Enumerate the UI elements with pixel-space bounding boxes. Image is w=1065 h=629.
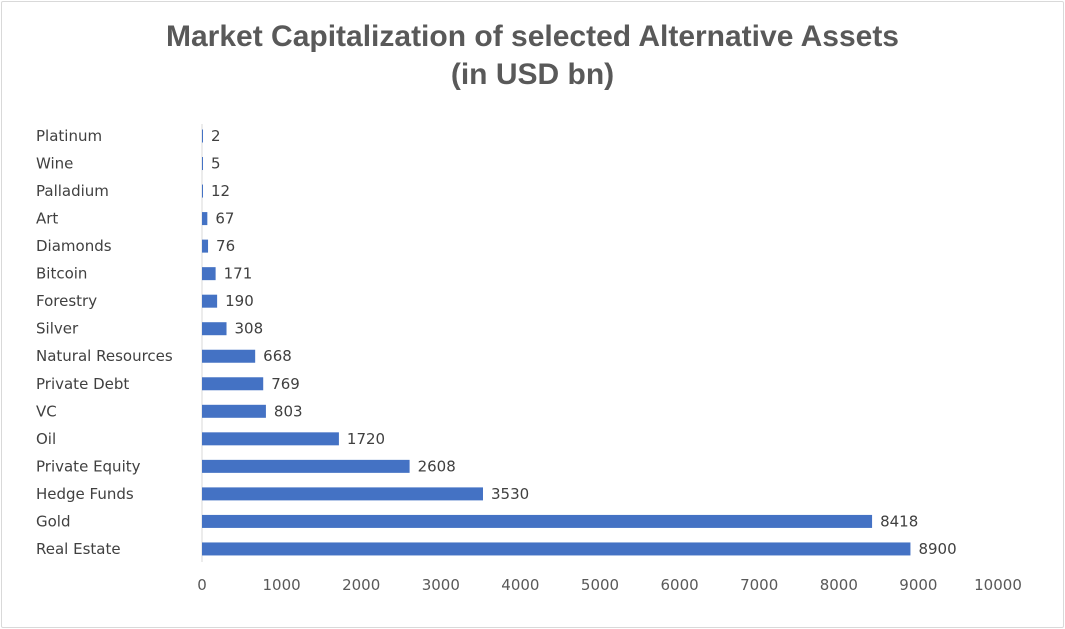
x-tick-label-1000: 1000 — [263, 576, 301, 594]
bar-platinum — [202, 129, 203, 143]
data-label-diamonds: 76 — [216, 237, 235, 255]
category-label-gold: Gold — [36, 512, 71, 530]
data-label-natural-resources: 668 — [263, 347, 292, 365]
category-label-silver: Silver — [36, 320, 79, 338]
data-label-private-equity: 2608 — [418, 457, 456, 475]
x-tick-label-10000: 10000 — [974, 576, 1022, 594]
bar-forestry — [202, 294, 218, 308]
data-label-wine: 5 — [211, 155, 221, 173]
bar-oil — [202, 432, 339, 446]
x-tick-label-7000: 7000 — [740, 576, 778, 594]
x-tick-label-3000: 3000 — [422, 576, 460, 594]
x-tick-label-8000: 8000 — [820, 576, 858, 594]
data-label-vc: 803 — [274, 402, 303, 420]
data-label-art: 67 — [215, 210, 234, 228]
category-label-forestry: Forestry — [36, 292, 97, 310]
data-label-bitcoin: 171 — [224, 265, 253, 283]
data-label-private-debt: 769 — [271, 375, 300, 393]
bar-diamonds — [202, 239, 209, 253]
category-label-palladium: Palladium — [36, 182, 109, 200]
data-label-silver: 308 — [235, 320, 264, 338]
x-tick-label-0: 0 — [197, 576, 207, 594]
category-label-private-equity: Private Equity — [36, 457, 141, 475]
bar-palladium — [202, 184, 203, 198]
category-label-vc: VC — [36, 402, 57, 420]
category-label-bitcoin: Bitcoin — [36, 265, 87, 283]
category-label-hedge-funds: Hedge Funds — [36, 485, 134, 503]
x-tick-label-2000: 2000 — [342, 576, 380, 594]
data-label-palladium: 12 — [211, 182, 230, 200]
x-tick-label-9000: 9000 — [899, 576, 937, 594]
data-label-hedge-funds: 3530 — [491, 485, 529, 503]
bar-real-estate — [202, 542, 911, 556]
x-tick-label-5000: 5000 — [581, 576, 619, 594]
bar-natural-resources — [202, 349, 256, 363]
x-tick-label-4000: 4000 — [501, 576, 539, 594]
x-tick-label-6000: 6000 — [661, 576, 699, 594]
bar-hedge-funds — [202, 487, 483, 501]
chart-title: Market Capitalization of selected Altern… — [0, 18, 1065, 94]
bar-vc — [202, 404, 266, 418]
category-label-natural-resources: Natural Resources — [36, 347, 173, 365]
data-label-real-estate: 8900 — [918, 540, 956, 558]
category-label-platinum: Platinum — [36, 127, 102, 145]
category-label-real-estate: Real Estate — [36, 540, 121, 558]
category-label-private-debt: Private Debt — [36, 375, 129, 393]
bar-private-equity — [202, 459, 410, 473]
category-label-oil: Oil — [36, 430, 56, 448]
bar-wine — [202, 157, 203, 171]
chart-title-line-2: (in USD bn) — [450, 58, 615, 91]
data-label-oil: 1720 — [347, 430, 385, 448]
bar-bitcoin — [202, 267, 216, 281]
category-label-diamonds: Diamonds — [36, 237, 112, 255]
bar-art — [202, 212, 208, 226]
category-label-art: Art — [36, 210, 58, 228]
data-label-forestry: 190 — [225, 292, 254, 310]
data-label-gold: 8418 — [880, 512, 918, 530]
bar-private-debt — [202, 377, 264, 391]
bar-silver — [202, 322, 227, 336]
bar-gold — [202, 514, 873, 528]
chart-title-line-1: Market Capitalization of selected Altern… — [165, 20, 899, 53]
data-label-platinum: 2 — [211, 127, 221, 145]
category-label-wine: Wine — [36, 155, 73, 173]
